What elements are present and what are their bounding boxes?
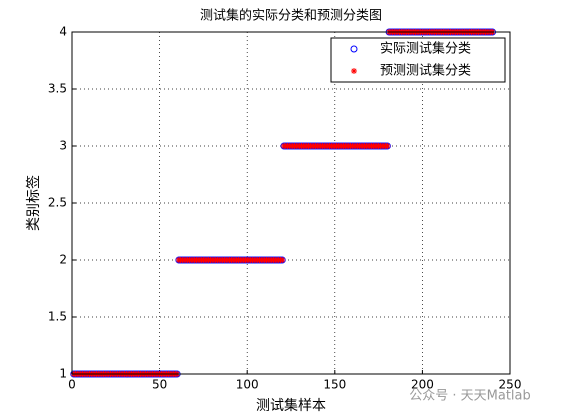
x-tick-label: 150 — [323, 378, 346, 392]
x-tick-label: 0 — [68, 378, 76, 392]
point — [279, 257, 286, 263]
y-tick-label: 2 — [59, 253, 67, 267]
watermark: 公众号 · 天天Matlab — [409, 389, 531, 404]
point — [384, 143, 391, 149]
legend-label: 实际测试集分类 — [380, 41, 471, 57]
y-tick-label: 2.5 — [48, 196, 67, 210]
y-axis-label: 类别标签 — [25, 175, 42, 231]
legend-marker — [351, 68, 357, 74]
x-tick-label: 100 — [236, 378, 259, 392]
axes-box — [71, 31, 511, 375]
chart-title: 测试集的实际分类和预测分类图 — [200, 8, 382, 24]
x-tick-label: 200 — [411, 378, 434, 392]
y-tick-label: 3.5 — [48, 82, 67, 96]
legend-marker — [350, 45, 358, 53]
x-axis-label: 测试集样本 — [256, 397, 326, 414]
y-tick-label: 1.5 — [48, 310, 67, 324]
x-tick-label: 250 — [499, 378, 522, 392]
legend-box — [330, 37, 506, 83]
y-tick-label: 4 — [59, 25, 67, 39]
y-tick-label: 3 — [59, 139, 67, 153]
legend-label: 预测测试集分类 — [380, 63, 471, 79]
y-tick-label: 1 — [59, 367, 67, 381]
x-tick-label: 50 — [152, 378, 167, 392]
